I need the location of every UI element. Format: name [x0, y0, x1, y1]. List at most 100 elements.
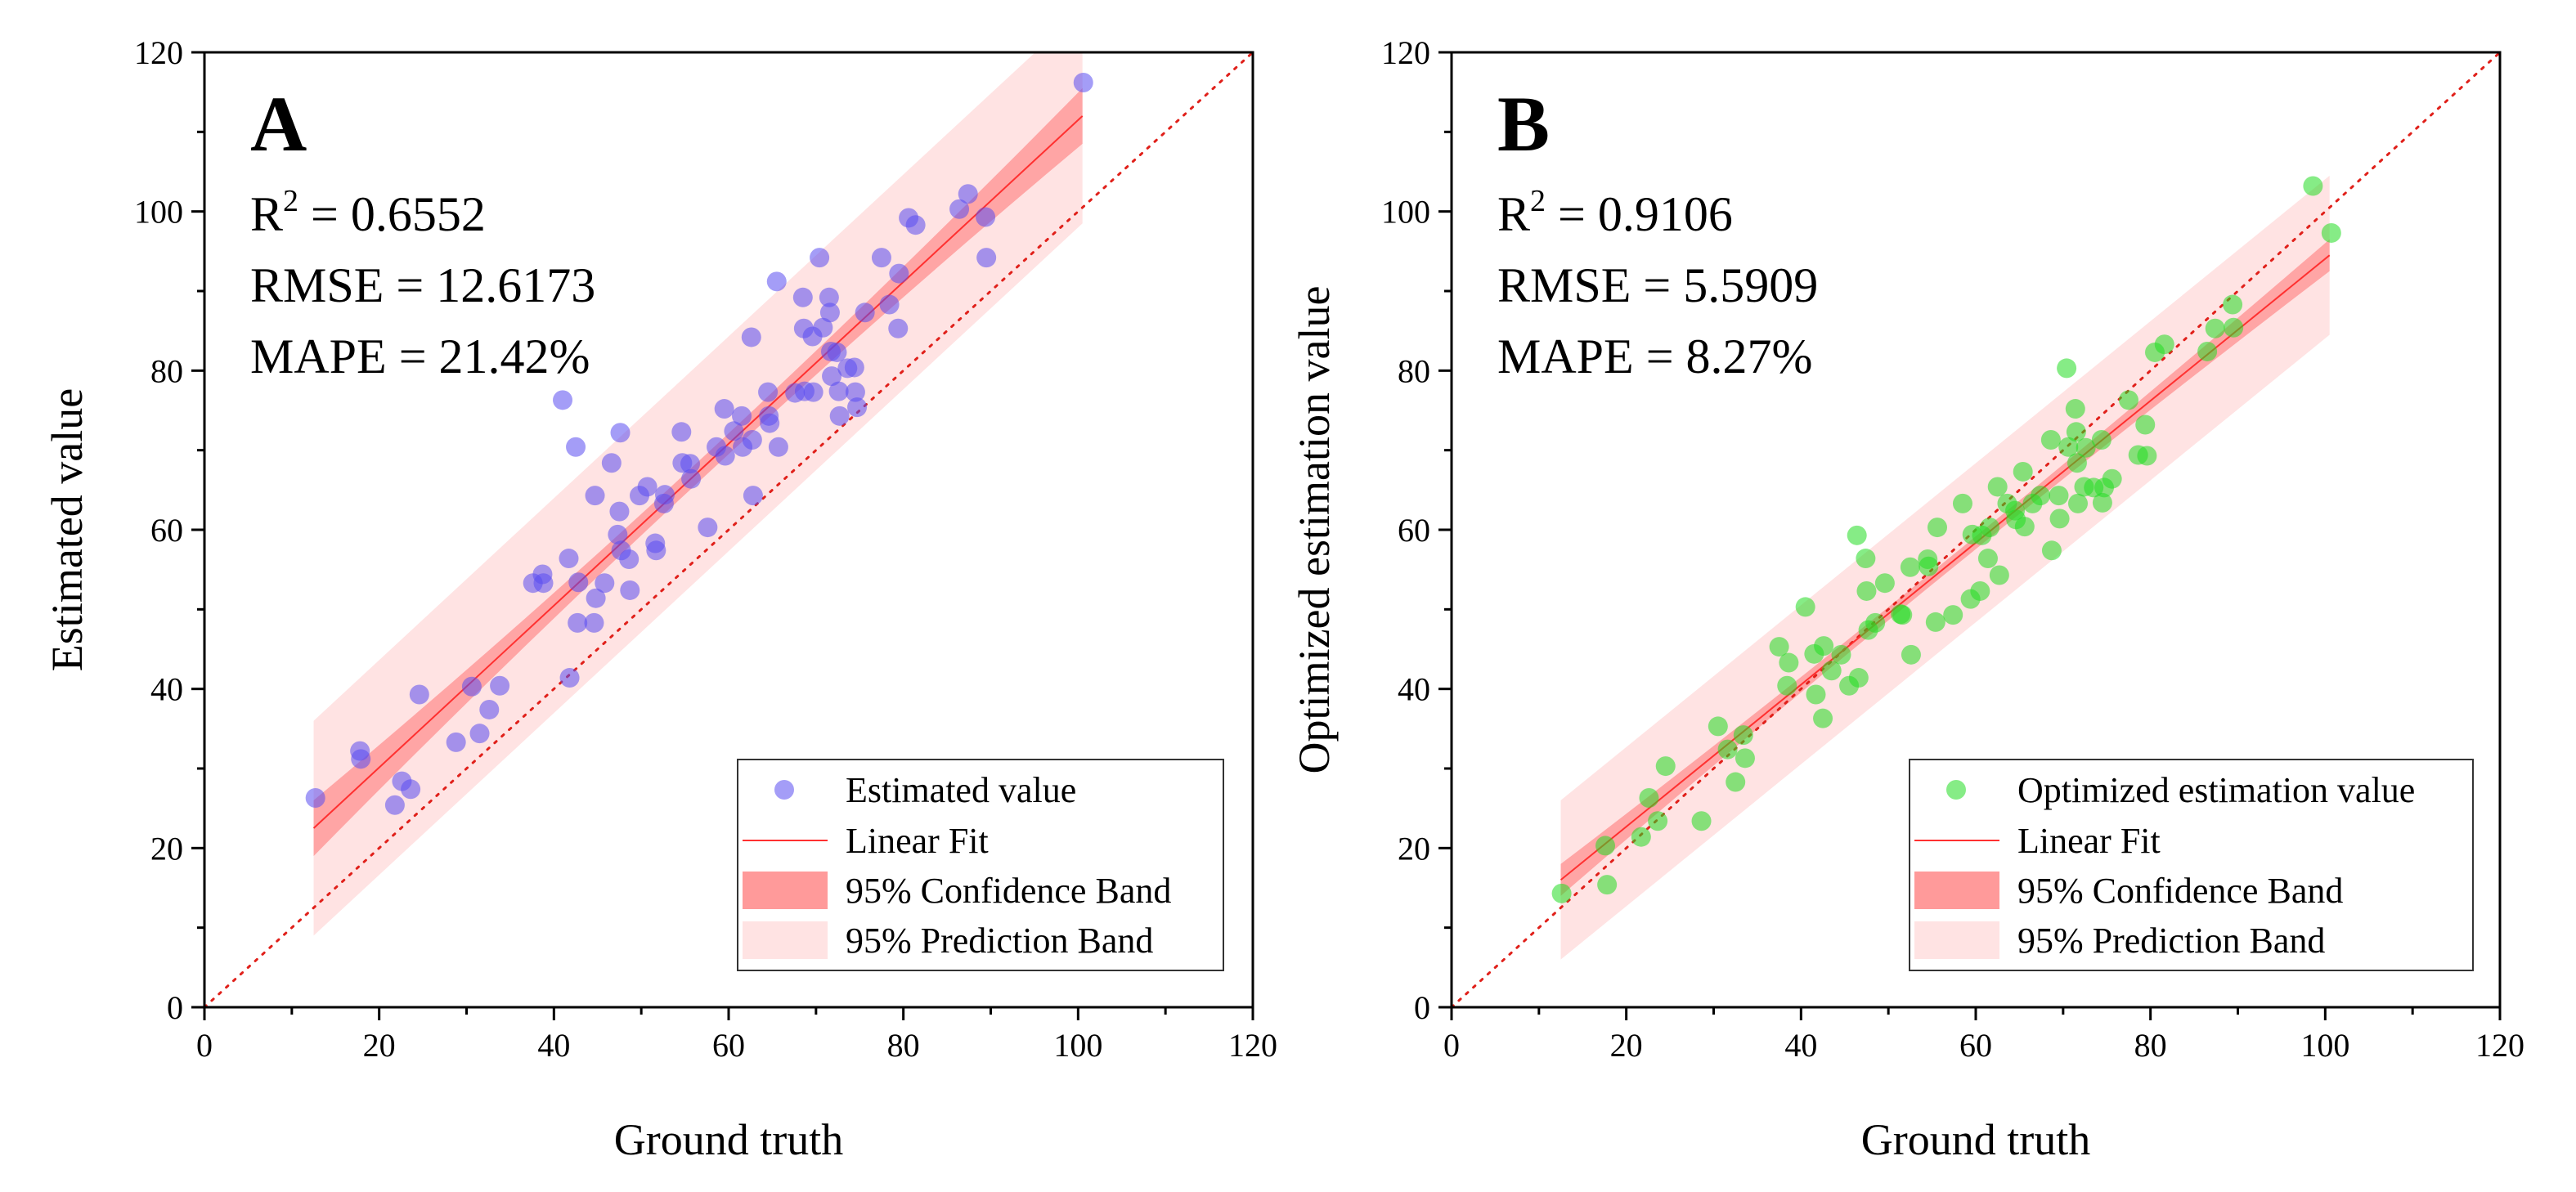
x-axis-title: Ground truth: [1861, 1115, 2090, 1164]
x-tick-label: 40: [1784, 1027, 1817, 1064]
x-tick-label: 60: [712, 1027, 745, 1064]
data-point: [1901, 644, 1921, 665]
data-point: [1847, 525, 1867, 545]
data-point: [1655, 756, 1676, 777]
data-point: [2092, 492, 2112, 513]
r-squared-text: R2 = 0.6552: [250, 184, 486, 241]
data-point: [490, 675, 510, 696]
y-tick-label: 80: [150, 352, 183, 389]
data-point: [724, 421, 744, 441]
scatter-points: [1551, 176, 2341, 903]
legend: Estimated value Linear Fit 95% Confidence …: [737, 759, 1224, 971]
data-point: [533, 573, 554, 594]
data-point: [1943, 605, 1963, 625]
y-axis-title: Estimated value: [43, 388, 92, 671]
x-tick-label: 0: [196, 1027, 213, 1064]
data-point: [958, 184, 978, 204]
data-point: [2041, 540, 2062, 561]
scatter-points: [305, 72, 1093, 815]
data-point: [568, 612, 588, 633]
data-point: [845, 382, 865, 402]
x-tick-label: 20: [1610, 1027, 1643, 1064]
legend-point-marker: [774, 780, 794, 800]
x-tick-label: 0: [1443, 1027, 1460, 1064]
data-point: [610, 423, 631, 443]
data-point: [698, 518, 718, 538]
rmse-text: RMSE = 12.6173: [250, 258, 595, 312]
data-point: [2224, 317, 2244, 338]
x-tick-label: 60: [1959, 1027, 1992, 1064]
data-point: [1874, 573, 1895, 594]
data-point: [1848, 668, 1869, 688]
data-point: [760, 413, 780, 433]
legend-entry-label: Linear Fit: [2017, 821, 2161, 861]
mape-text: MAPE = 8.27%: [1497, 329, 1813, 383]
data-point: [1779, 652, 1799, 673]
x-tick-label: 80: [2134, 1027, 2167, 1064]
data-point: [1919, 556, 1939, 576]
legend-confidence-swatch: [743, 872, 828, 909]
data-point: [742, 430, 762, 450]
data-point: [619, 549, 640, 570]
data-point: [714, 399, 734, 419]
data-point: [829, 406, 850, 426]
data-point: [732, 406, 752, 426]
data-point: [637, 477, 657, 497]
chart-panel-b: 0 20 40 60 80 100 120 0 20 40 60 80 100 120 Ground tru…: [1290, 34, 2524, 1164]
data-point: [620, 580, 640, 600]
data-point: [1726, 772, 1746, 792]
x-tick-label: 100: [2300, 1027, 2349, 1064]
x-tick-label: 20: [363, 1027, 396, 1064]
data-point: [1806, 684, 1826, 705]
y-tick-label: 80: [1398, 352, 1430, 389]
data-point: [646, 540, 666, 561]
data-point: [1777, 675, 1797, 696]
data-point: [855, 302, 875, 323]
data-point: [671, 422, 692, 442]
legend-entry-label: Estimated value: [846, 770, 1076, 810]
y-tick-label: 20: [1398, 830, 1430, 867]
legend-prediction-swatch: [1914, 921, 1999, 959]
data-point: [1717, 739, 1738, 760]
r-squared-text: R2 = 0.9106: [1497, 184, 1733, 241]
legend-entry-label: 95% Prediction Band: [846, 921, 1153, 961]
r-squared-superscript: 2: [1530, 184, 1546, 218]
mape-text: MAPE = 21.42%: [250, 329, 590, 383]
y-tick-label: 120: [134, 34, 183, 71]
x-tick-label: 80: [887, 1027, 920, 1064]
data-point: [1769, 637, 1789, 657]
data-point: [2197, 341, 2218, 361]
x-tick-label: 40: [537, 1027, 570, 1064]
rmse-text: RMSE = 5.5909: [1497, 258, 1818, 312]
data-point: [1813, 708, 1833, 728]
data-point: [2223, 294, 2243, 315]
data-point: [1952, 493, 1972, 513]
data-point: [1648, 811, 1668, 831]
data-point: [655, 485, 675, 505]
data-point: [2321, 222, 2341, 243]
legend-entry-label: Linear Fit: [846, 821, 989, 861]
data-point: [1735, 748, 1755, 769]
data-point: [810, 248, 830, 268]
data-point: [847, 397, 868, 418]
panel-label: B: [1497, 80, 1550, 168]
legend-entry-label: 95% Confidence Band: [846, 871, 1171, 911]
data-point: [2031, 486, 2051, 506]
data-point: [1856, 549, 1876, 569]
data-point: [822, 366, 842, 387]
data-point: [2049, 486, 2069, 506]
r-squared-symbol: R: [1497, 187, 1530, 241]
data-point: [2154, 334, 2174, 355]
y-tick-label: 40: [150, 671, 183, 708]
data-point: [1597, 875, 1618, 895]
x-tick-label: 120: [1228, 1027, 1277, 1064]
panel-label: A: [250, 80, 307, 168]
y-tick-label: 0: [1414, 989, 1430, 1026]
data-point: [844, 357, 864, 378]
data-point: [2040, 430, 2061, 450]
data-point: [1977, 549, 1998, 569]
data-point: [819, 287, 839, 307]
y-tick-label: 100: [1381, 194, 1430, 231]
data-point: [1795, 597, 1815, 617]
